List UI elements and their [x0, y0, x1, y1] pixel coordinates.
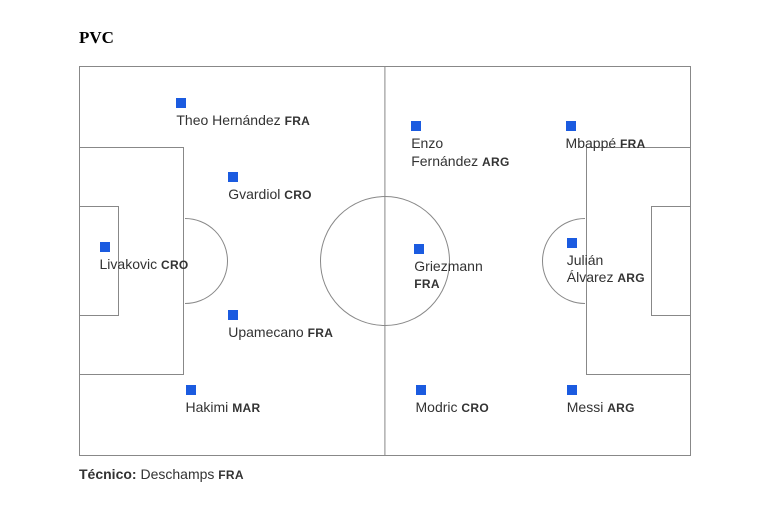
coach-caption: Técnico: Deschamps FRA: [79, 466, 691, 482]
player-marker: [100, 242, 110, 252]
player-marker: [176, 98, 186, 108]
player-gvardiol: Gvardiol CRO: [228, 172, 312, 204]
player-label: GriezmannFRA: [414, 258, 482, 293]
player-hakimi: Hakimi MAR: [186, 385, 261, 417]
player-marker: [228, 172, 238, 182]
pitch-field: Livakovic CRO Theo Hernández FRA Gvardiol …: [79, 66, 691, 456]
player-marker: [414, 244, 424, 254]
player-marker: [186, 385, 196, 395]
coach-label: Técnico:: [79, 466, 137, 482]
player-mbappe: Mbappé FRA: [566, 121, 646, 153]
player-label: Hakimi MAR: [186, 399, 261, 417]
player-messi: Messi ARG: [567, 385, 635, 417]
player-livakovic: Livakovic CRO: [100, 242, 189, 274]
player-marker: [411, 121, 421, 131]
player-label: EnzoFernández ARG: [411, 135, 509, 170]
player-label: Messi ARG: [567, 399, 635, 417]
player-marker: [566, 121, 576, 131]
player-marker: [416, 385, 426, 395]
player-label: JuliánÁlvarez ARG: [567, 252, 645, 287]
diagram-title: PVC: [79, 28, 691, 48]
player-marker: [567, 238, 577, 248]
player-marker: [228, 310, 238, 320]
player-label: Mbappé FRA: [566, 135, 646, 153]
coach-country: FRA: [218, 468, 244, 482]
player-marker: [567, 385, 577, 395]
coach-name: Deschamps: [140, 466, 214, 482]
player-label: Livakovic CRO: [100, 256, 189, 274]
player-label: Upamecano FRA: [228, 324, 333, 342]
player-julian: JuliánÁlvarez ARG: [567, 238, 645, 287]
player-label: Theo Hernández FRA: [176, 112, 310, 130]
player-theo: Theo Hernández FRA: [176, 98, 310, 130]
player-modric: Modric CRO: [416, 385, 489, 417]
player-upamecano: Upamecano FRA: [228, 310, 333, 342]
player-label: Gvardiol CRO: [228, 186, 312, 204]
player-label: Modric CRO: [416, 399, 489, 417]
player-enzo: EnzoFernández ARG: [411, 121, 509, 170]
goal-area-right: [651, 206, 691, 316]
player-griezmann: GriezmannFRA: [414, 244, 482, 293]
